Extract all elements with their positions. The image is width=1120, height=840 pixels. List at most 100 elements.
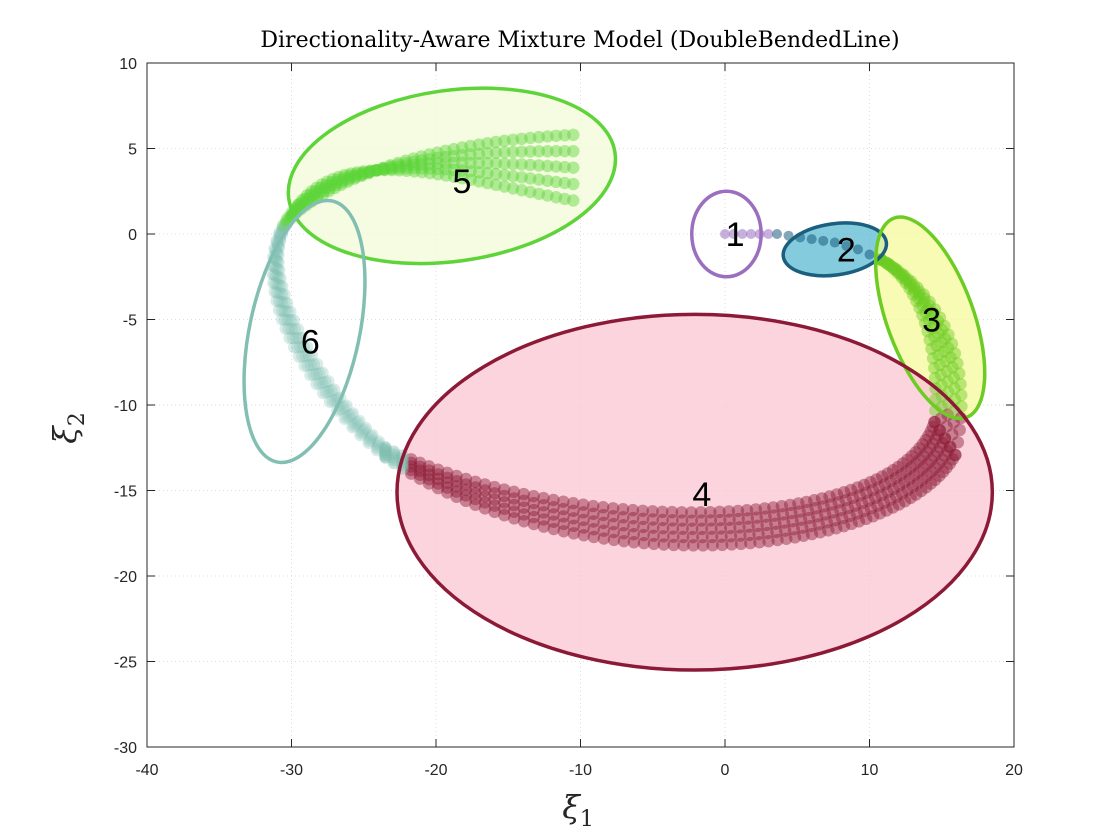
trajectory-2-point bbox=[636, 512, 650, 526]
trajectory-4-point bbox=[820, 516, 833, 529]
trajectory-4-point bbox=[938, 449, 952, 462]
trajectory-1-point bbox=[287, 314, 301, 327]
trajectory-3-point bbox=[489, 157, 503, 170]
trajectory-3-point bbox=[567, 161, 580, 174]
trajectory-1-point bbox=[481, 137, 494, 150]
trajectory-3-point bbox=[415, 158, 428, 171]
trajectory-5-point bbox=[866, 509, 880, 523]
trajectory-2-point bbox=[469, 481, 482, 494]
trajectory-1-point bbox=[928, 415, 941, 429]
trajectory-4-point bbox=[947, 371, 960, 384]
trajectory-1-point bbox=[887, 262, 901, 276]
trajectory-3-point bbox=[498, 157, 511, 170]
x-tick-label: -10 bbox=[569, 762, 592, 779]
trajectory-3-point bbox=[656, 521, 670, 535]
trajectory-3-point bbox=[898, 271, 911, 284]
trajectory-5-point bbox=[696, 539, 710, 552]
y-tick-label: 10 bbox=[119, 56, 137, 73]
x-tick-label: 20 bbox=[1005, 762, 1023, 779]
trajectory-5-point bbox=[268, 285, 281, 299]
trajectory-3-point bbox=[862, 494, 875, 507]
trajectory-4-point bbox=[379, 448, 392, 462]
trajectory-4-point bbox=[884, 493, 897, 506]
trajectory-3-point bbox=[931, 445, 944, 459]
trajectory-3-point bbox=[324, 178, 338, 192]
trajectory-2-point bbox=[392, 158, 405, 172]
trajectory-5-point bbox=[955, 388, 968, 402]
trajectory-2-point bbox=[549, 144, 563, 158]
trajectory-1-point bbox=[675, 506, 688, 519]
trajectory-5-point bbox=[317, 386, 330, 400]
trajectory-1-point bbox=[391, 156, 405, 170]
trajectory-5-point bbox=[886, 501, 900, 514]
trajectory-2-point bbox=[369, 164, 383, 177]
trajectory-5-point bbox=[379, 451, 392, 464]
trajectory-4-point bbox=[617, 526, 630, 540]
trajectory-4-point bbox=[686, 530, 699, 544]
trajectory-3-point bbox=[826, 506, 840, 519]
trajectory-4-point bbox=[363, 434, 376, 448]
trajectory-4-point bbox=[301, 359, 314, 372]
trajectory-3-point bbox=[549, 160, 563, 173]
trajectory-4-point bbox=[319, 385, 333, 399]
cluster-1-point bbox=[746, 229, 757, 239]
trajectory-3-point bbox=[459, 483, 473, 497]
trajectory-4-point bbox=[325, 175, 338, 189]
trajectory-3-point bbox=[318, 181, 332, 195]
trajectory-4-point bbox=[935, 323, 949, 337]
trajectory-1-point bbox=[606, 502, 620, 515]
trajectory-1-point bbox=[896, 457, 910, 470]
y-axis-label: ξ2 bbox=[46, 412, 90, 444]
trajectory-3-point bbox=[567, 512, 580, 525]
trajectory-4-point bbox=[901, 273, 914, 286]
trajectory-4-point bbox=[895, 267, 908, 280]
trajectory-5-point bbox=[379, 451, 392, 464]
trajectory-2-point bbox=[597, 508, 610, 522]
trajectory-4-point bbox=[927, 307, 941, 320]
trajectory-1-point bbox=[567, 128, 580, 142]
trajectory-2-point bbox=[768, 509, 781, 522]
trajectory-4-point bbox=[278, 313, 292, 326]
trajectory-1-point bbox=[857, 478, 871, 492]
trajectory-3-point bbox=[695, 522, 709, 536]
trajectory-1-point bbox=[527, 489, 540, 503]
cluster-1-point bbox=[737, 229, 748, 239]
trajectory-3-point bbox=[356, 167, 369, 180]
trajectory-3-point bbox=[834, 504, 847, 517]
trajectory-1-point bbox=[844, 483, 858, 497]
trajectory-3-point bbox=[868, 491, 882, 505]
trajectory-3-point bbox=[478, 490, 492, 503]
trajectory-4-point bbox=[895, 487, 909, 500]
trajectory-1-point bbox=[407, 152, 420, 165]
trajectory-2-point bbox=[839, 493, 853, 507]
trajectory-2-point bbox=[270, 254, 284, 268]
trajectory-5-point bbox=[558, 192, 571, 206]
trajectory-2-point bbox=[931, 428, 944, 442]
trajectory-1-point bbox=[876, 470, 889, 483]
trajectory-1-point bbox=[459, 472, 473, 486]
trajectory-3-point bbox=[307, 188, 321, 201]
trajectory-2-point bbox=[916, 298, 929, 312]
trajectory-1-point bbox=[767, 501, 780, 514]
trajectory-3-point bbox=[422, 468, 436, 482]
trajectory-3-point bbox=[399, 159, 413, 172]
trajectory-4-point bbox=[413, 468, 427, 481]
cluster-2-point bbox=[829, 237, 840, 248]
trajectory-5-point bbox=[954, 377, 967, 391]
trajectory-4-point bbox=[407, 161, 421, 175]
trajectory-5-point bbox=[488, 505, 501, 519]
trajectory-4-point bbox=[547, 515, 560, 528]
trajectory-5-point bbox=[882, 258, 896, 271]
trajectory-1-point bbox=[549, 129, 563, 143]
trajectory-3-point bbox=[932, 327, 945, 340]
trajectory-4-point bbox=[920, 469, 934, 483]
x-tick-label: 0 bbox=[721, 762, 730, 779]
trajectory-3-point bbox=[304, 358, 318, 372]
trajectory-5-point bbox=[637, 536, 651, 550]
trajectory-1-point bbox=[384, 159, 397, 172]
trajectory-5-point bbox=[423, 166, 437, 180]
trajectory-2-point bbox=[930, 339, 943, 352]
trajectory-4-point bbox=[488, 499, 501, 512]
trajectory-4-point bbox=[627, 527, 640, 541]
trajectory-2-point bbox=[750, 511, 763, 524]
